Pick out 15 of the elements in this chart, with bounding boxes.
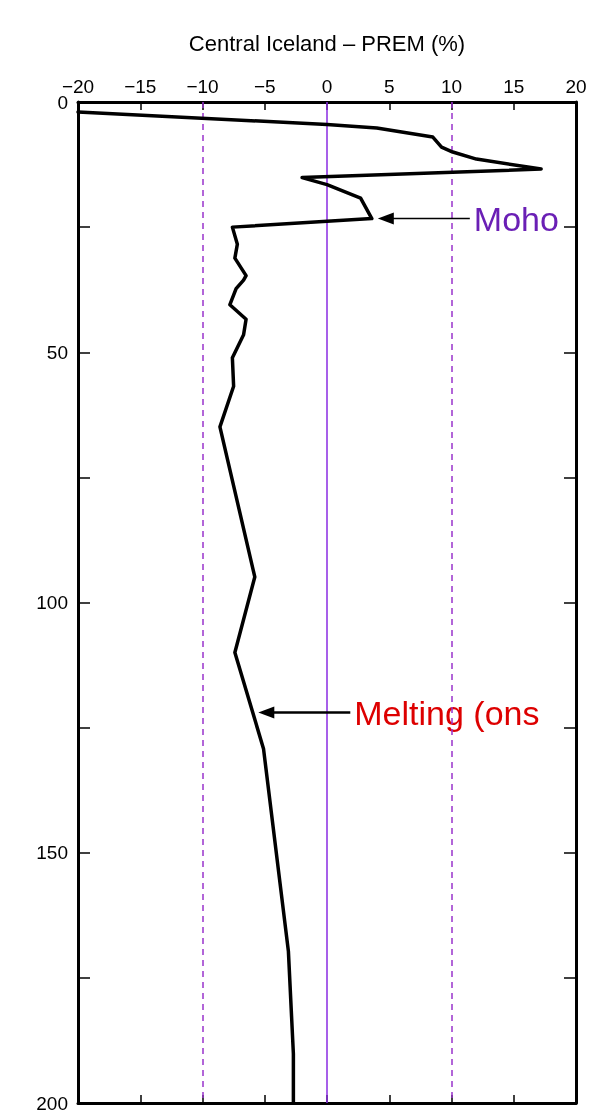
x-tick-label: 5	[383, 76, 395, 97]
x-tick-label: −5	[253, 76, 276, 97]
x-tick-label: −15	[124, 76, 157, 97]
y-tick-label: 100	[36, 592, 68, 613]
x-axis-title: Central Iceland – PREM (%)	[188, 30, 466, 56]
x-tick-label: 10	[440, 76, 463, 97]
annotation: Moho	[473, 199, 559, 238]
annotation: Melting (ons	[354, 693, 540, 732]
x-tick-label: −10	[186, 76, 219, 97]
y-tick-label: 150	[36, 842, 68, 864]
x-tick-label: 0	[321, 76, 333, 97]
y-tick-label: 50	[46, 341, 68, 363]
x-tick-label: 20	[565, 76, 587, 97]
y-tick-label: 200	[36, 1092, 68, 1114]
x-tick-label: 15	[503, 76, 525, 97]
